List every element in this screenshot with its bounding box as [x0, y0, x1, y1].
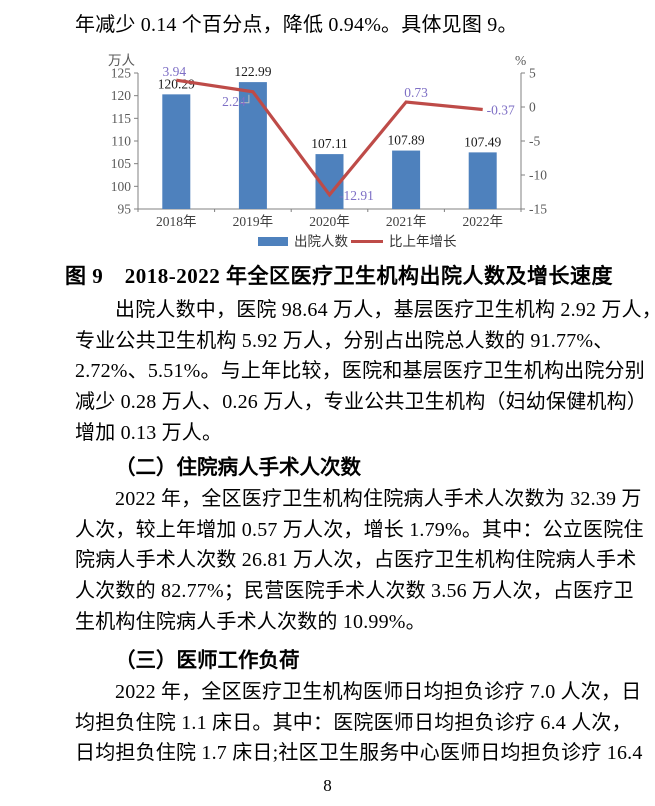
line-value-label: -12.91	[339, 188, 374, 203]
bar-value-label: 107.11	[311, 136, 348, 151]
page-number: 8	[323, 776, 332, 795]
paragraph-line: 专业公共卫生机构 5.92 万人，分别占出院总人数的 91.77%、	[75, 329, 614, 352]
paragraph-line: 减少 0.28 万人、0.26 万人，专业公共卫生机构（妇幼保健机构）	[75, 391, 647, 414]
svg-text:-15: -15	[529, 201, 547, 216]
paragraph-line: 均担负住院 1.1 床日。其中：医院医师日均担负诊疗 6.4 人次，	[75, 711, 632, 734]
svg-text:5: 5	[529, 65, 536, 80]
section-heading-surgery: （二）住院病人手术人次数	[115, 456, 361, 479]
svg-text:2021年: 2021年	[386, 214, 427, 229]
bar-2022年	[468, 152, 497, 209]
legend-bar-swatch	[258, 236, 288, 246]
svg-text:2019年: 2019年	[233, 214, 274, 229]
bar-value-label: 122.99	[234, 64, 271, 79]
bar-value-label: 107.89	[388, 132, 425, 147]
bar-2018年	[162, 94, 191, 209]
section-heading-workload: （三）医师工作负荷	[115, 649, 300, 672]
svg-text:-5: -5	[529, 133, 540, 148]
bar-2021年	[392, 150, 421, 209]
paragraph-workload: 2022 年，全区医疗卫生机构医师日均担负诊疗 7.0 人次，日 均担负住院 1…	[75, 677, 643, 769]
svg-text:115: 115	[111, 111, 131, 126]
chart-legend: 出院人数 比上年增长	[258, 234, 457, 249]
svg-text:2022年: 2022年	[462, 214, 503, 229]
svg-text:125: 125	[111, 65, 132, 80]
category-axis-labels: 2018年 2019年 2020年 2021年 2022年	[156, 214, 503, 229]
paragraph-line: 生机构住院病人手术人次数的 10.99%。	[75, 610, 426, 633]
page-content: 年减少 0.14 个百分点，降低 0.94%。具体见图 9。 125 120 115…	[65, 14, 655, 769]
paragraph-line: 增加 0.13 万人。	[75, 421, 223, 444]
svg-text:105: 105	[111, 156, 132, 171]
paragraph-line: 2022 年，全区医疗卫生机构住院病人手术人次数为 32.39 万	[115, 487, 642, 510]
axis-tick-labels: 125 120 115 110 105 100 95 5 0 -5 -10 -15 万人%	[108, 53, 547, 217]
line-value-label: -0.37	[487, 102, 515, 117]
paragraph-line: 院病人手术人次数 26.81 万人次，占医疗卫生机构住院病人手术	[75, 549, 637, 572]
intro-text: 年减少 0.14 个百分点，降低 0.94%。具体见图 9。	[75, 14, 518, 36]
paragraph-line: 日均担负住院 1.7 床日;社区卫生服务中心医师日均担负诊疗 16.4	[75, 742, 643, 765]
figure9-caption: 图 9 2018-2022 年全区医疗卫生机构出院人数及增长速度	[65, 263, 613, 288]
svg-text:120: 120	[111, 88, 132, 103]
paragraph-line: 2022 年，全区医疗卫生机构医师日均担负诊疗 7.0 人次，日	[115, 680, 642, 703]
left-axis-title: 万人	[108, 53, 135, 68]
svg-text:100: 100	[111, 179, 132, 194]
paragraph-line: 出院人数中，医院 98.64 万人，基层医疗卫生机构 2.92 万人，	[115, 298, 655, 321]
right-axis-title: %	[515, 53, 526, 68]
svg-text:-10: -10	[529, 167, 547, 182]
paragraph-discharge-breakdown: 出院人数中，医院 98.64 万人，基层医疗卫生机构 2.92 万人， 专业公共…	[75, 295, 655, 449]
legend-line-label: 比上年增长	[389, 234, 457, 249]
paragraph-line: 人次，较上年增加 0.57 万人次，增长 1.79%。其中：公立医院住	[75, 518, 644, 541]
line-value-label: 0.73	[404, 85, 428, 100]
line-value-label: 2.24	[222, 94, 246, 109]
legend-bar-label: 出院人数	[294, 234, 348, 249]
svg-text:110: 110	[111, 133, 131, 148]
paragraph-surgery: 2022 年，全区医疗卫生机构住院病人手术人次数为 32.39 万 人次，较上年…	[75, 484, 644, 638]
figure9-chart: 125 120 115 110 105 100 95 5 0 -5 -10 -15 万人% 2018年 20…	[95, 53, 655, 253]
label-leader-line	[240, 94, 250, 104]
svg-text:2018年: 2018年	[156, 214, 197, 229]
line-value-labels: 3.94 2.24 -12.91 0.73 -0.37	[162, 64, 515, 203]
bar-value-label: 107.49	[464, 134, 501, 149]
growth-line	[176, 78, 483, 198]
line-value-label: 3.94	[162, 64, 186, 79]
paragraph-line: 2.72%、5.51%。与上年比较，医院和基层医疗卫生机构出院分别	[75, 360, 645, 383]
paragraph-line: 人次数的 82.77%；民营医院手术人次数 3.56 万人次，占医疗卫	[75, 580, 634, 603]
svg-text:0: 0	[529, 99, 536, 114]
svg-text:2020年: 2020年	[309, 214, 350, 229]
svg-text:95: 95	[118, 201, 132, 216]
